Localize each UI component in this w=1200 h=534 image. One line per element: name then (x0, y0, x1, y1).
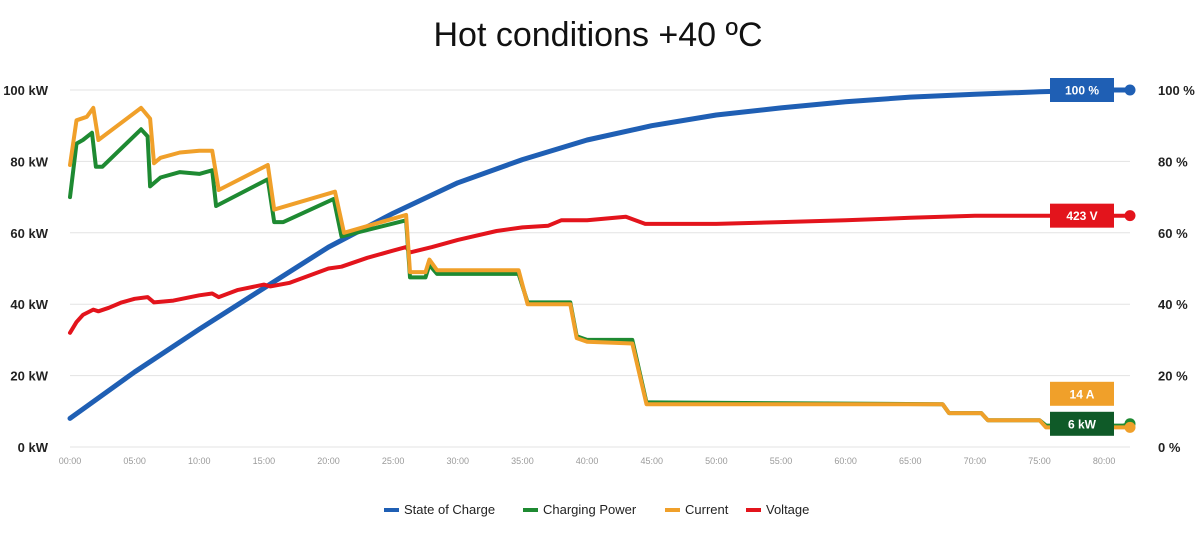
legend-item-current: Current (665, 502, 729, 517)
right-tick-label: 20 % (1158, 369, 1188, 384)
badge-label: 14 A (1070, 387, 1095, 401)
badge-box (1050, 411, 1114, 436)
end-marker-current (1124, 421, 1136, 433)
x-tick-label: 00:00 (59, 456, 82, 466)
badge-state-of-charge: 100 % (1050, 78, 1114, 102)
series-line-current (68, 105, 1132, 430)
badge-current: 14 A (1050, 381, 1114, 406)
badge-box (1050, 203, 1114, 228)
x-tick-label: 10:00 (188, 456, 211, 466)
badge-label: 6 kW (1068, 417, 1097, 431)
legend-swatch (746, 508, 761, 512)
x-tick-label: 35:00 (511, 456, 534, 466)
left-tick-label: 0 kW (18, 440, 49, 455)
x-tick-label: 75:00 (1028, 456, 1051, 466)
left-axis-ticks: 0 kW 20 kW 40 kW 60 kW 80 kW 100 kW (3, 83, 49, 455)
x-tick-label: 40:00 (576, 456, 599, 466)
x-tick-label: 70:00 (964, 456, 987, 466)
legend-item-voltage: Voltage (746, 502, 809, 517)
chart-title: Hot conditions +40 ºC (434, 16, 763, 54)
x-tick-label: 65:00 (899, 456, 922, 466)
right-axis-ticks: 0 % 20 % 40 % 60 % 80 % 100 % (1158, 83, 1195, 455)
legend-item-charging-power: Charging Power (523, 502, 637, 517)
series-line-state-of-charge (67, 87, 1133, 421)
x-tick-label: 15:00 (253, 456, 276, 466)
end-value-badges: 100 % 6 kW 14 A 423 V (1050, 78, 1114, 436)
right-tick-label: 80 % (1158, 154, 1188, 169)
series-line-voltage (68, 213, 1132, 335)
legend-label: Charging Power (543, 502, 637, 517)
x-axis-ticks: 00:00 05:00 10:00 15:00 20:00 25:00 30:00 35:00… (59, 456, 1116, 466)
left-tick-label: 60 kW (10, 226, 48, 241)
x-tick-label: 80:00 (1093, 456, 1116, 466)
legend-swatch (384, 508, 399, 512)
right-tick-label: 100 % (1158, 83, 1195, 98)
legend-label: State of Charge (404, 502, 495, 517)
legend-label: Current (685, 502, 729, 517)
badge-voltage: 423 V (1050, 203, 1114, 228)
legend-label: Voltage (766, 502, 809, 517)
legend-swatch (665, 508, 680, 512)
right-tick-label: 60 % (1158, 226, 1188, 241)
right-tick-label: 0 % (1158, 440, 1181, 455)
end-marker-voltage (1124, 210, 1136, 222)
x-tick-label: 05:00 (123, 456, 146, 466)
left-tick-label: 100 kW (3, 83, 49, 98)
chart-legend: State of Charge Charging Power Current Volt… (384, 502, 809, 517)
badge-charging-power: 6 kW (1050, 411, 1114, 436)
x-tick-label: 50:00 (705, 456, 728, 466)
x-tick-label: 25:00 (382, 456, 405, 466)
series-lines (67, 84, 1136, 433)
end-marker-state-of-charge (1124, 84, 1136, 96)
left-tick-label: 20 kW (10, 369, 48, 384)
x-tick-label: 30:00 (447, 456, 470, 466)
right-tick-label: 40 % (1158, 297, 1188, 312)
legend-item-state-of-charge: State of Charge (384, 502, 495, 517)
left-tick-label: 80 kW (10, 154, 48, 169)
x-tick-label: 60:00 (834, 456, 857, 466)
badge-box (1050, 78, 1114, 102)
left-tick-label: 40 kW (10, 297, 48, 312)
badge-box (1050, 381, 1114, 406)
badge-label: 100 % (1065, 84, 1099, 98)
x-tick-label: 45:00 (640, 456, 663, 466)
grid-lines (70, 89, 1130, 448)
series-line-charging-power (68, 127, 1132, 428)
x-tick-label: 20:00 (317, 456, 340, 466)
x-tick-label: 55:00 (770, 456, 793, 466)
legend-swatch (523, 508, 538, 512)
badge-label: 423 V (1066, 209, 1097, 223)
